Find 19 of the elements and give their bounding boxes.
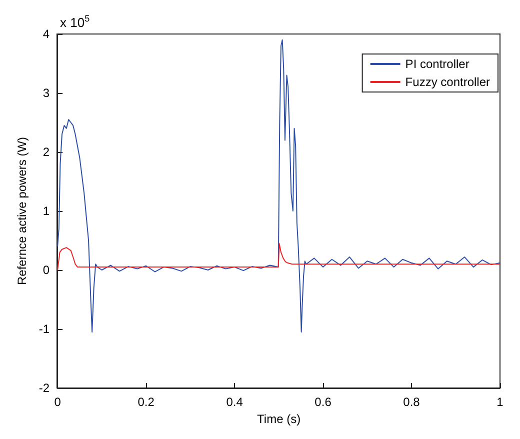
legend-label: PI controller (405, 57, 470, 71)
y-axis-title: Refernce active powers (W) (15, 136, 29, 286)
x-tick-label: 0.6 (314, 395, 332, 409)
y-tick-label: -1 (38, 322, 50, 336)
x-axis-title: Time (s) (257, 412, 301, 426)
x-tick-label: 0.4 (226, 395, 244, 409)
y-tick-label: 1 (42, 204, 50, 218)
x-tick-label: 0.8 (403, 395, 420, 409)
x-tick-label: 0.2 (138, 395, 155, 409)
y-tick-label: 4 (42, 27, 50, 41)
legend-label: Fuzzy controller (405, 75, 490, 89)
x-tick-label: 1 (496, 395, 504, 409)
y-tick-label: 2 (42, 145, 50, 159)
line-series (57, 39, 500, 332)
y-tick-label: 3 (42, 86, 50, 100)
y-tick-label: 0 (42, 263, 50, 277)
y-tick-label: -2 (38, 381, 50, 395)
line-series (57, 242, 500, 270)
x-tick-label: 0 (54, 395, 62, 409)
